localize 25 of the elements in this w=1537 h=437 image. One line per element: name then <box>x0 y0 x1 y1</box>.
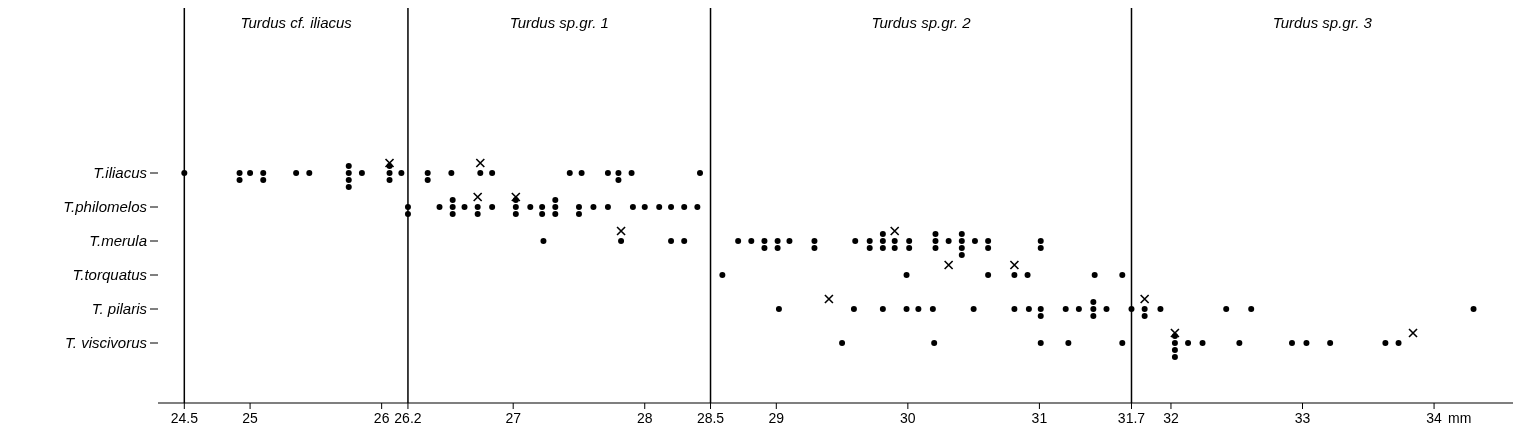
x-tick-label: 26 <box>373 410 390 426</box>
y-tick-label: T. pilaris <box>91 300 148 317</box>
x-tick-label: 34 <box>1426 410 1443 426</box>
x-tick-label: 33 <box>1294 410 1311 426</box>
y-tick-label: T.philomelos <box>63 198 148 215</box>
x-tick-label: 28.5 <box>696 410 725 426</box>
x-tick-label: 29 <box>768 410 785 426</box>
text: Turdus sp.gr. 2 <box>871 14 972 31</box>
text: Turdus cf. iliacus <box>240 14 353 31</box>
y-tick-label: T.merula <box>89 232 147 249</box>
x-tick-label: 27 <box>505 410 522 426</box>
text: Turdus sp.gr. 3 <box>1272 14 1373 31</box>
x-axis-title: mm <box>1448 410 1472 426</box>
x-tick-label: 30 <box>900 410 916 426</box>
text: Turdus sp.gr. 1 <box>509 14 609 31</box>
y-tick-label: T. viscivorus <box>65 334 148 351</box>
x-tick-label: 28 <box>636 410 653 426</box>
y-tick-label: T.torquatus <box>72 266 148 283</box>
y-tick-label: T.iliacus <box>93 164 148 181</box>
x-tick-label: 24.5 <box>170 410 199 426</box>
x-tick-label: 31 <box>1031 410 1048 426</box>
x-tick-label: 32 <box>1163 410 1179 426</box>
x-tick-label: 26.2 <box>394 410 422 426</box>
x-tick-label: 31.7 <box>1117 410 1146 426</box>
x-tick-label: 25 <box>242 410 259 426</box>
